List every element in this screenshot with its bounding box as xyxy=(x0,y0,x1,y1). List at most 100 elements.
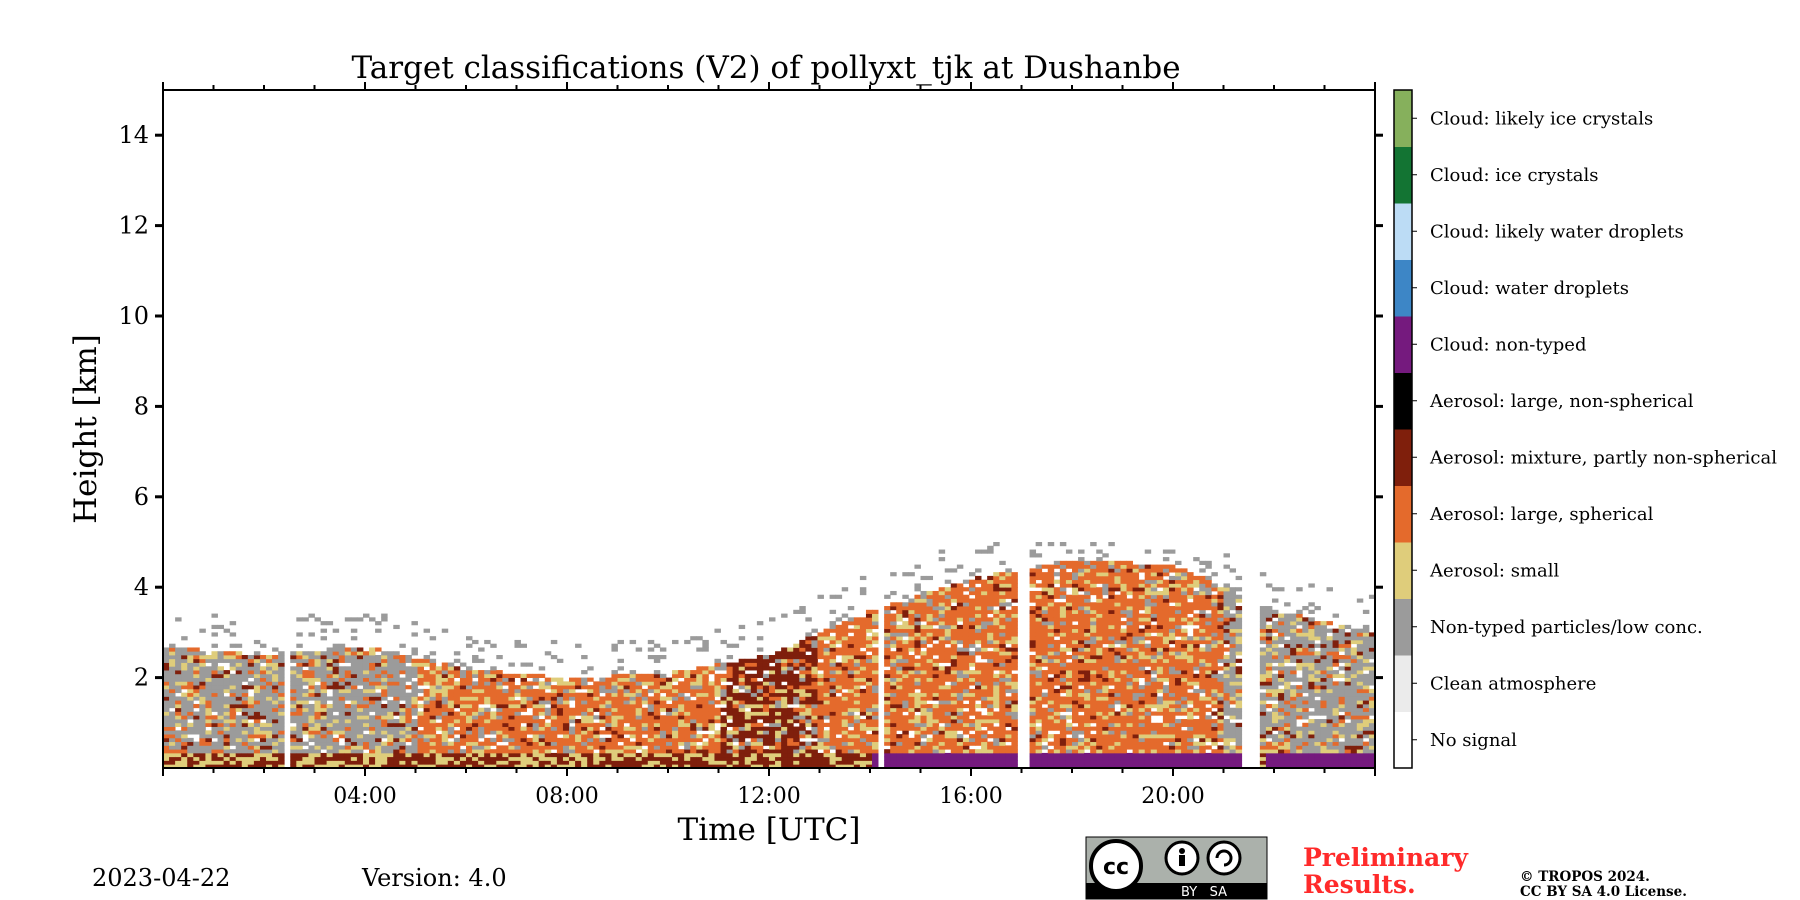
heatmap-cell xyxy=(962,681,970,686)
heatmap-cell xyxy=(750,696,758,701)
heatmap-cell xyxy=(999,643,1006,648)
heatmap-cell xyxy=(569,707,576,712)
heatmap-cell xyxy=(362,685,370,690)
heatmap-cell xyxy=(968,655,976,660)
heatmap-cell xyxy=(326,677,334,682)
heatmap-cell xyxy=(738,636,746,641)
heatmap-cell xyxy=(672,711,679,716)
heatmap-cell xyxy=(799,711,806,716)
heatmap-cell xyxy=(902,722,909,727)
heatmap-cell xyxy=(702,764,709,769)
heatmap-cell xyxy=(914,700,921,705)
heatmap-cell xyxy=(308,655,315,660)
heatmap-cell xyxy=(932,688,940,694)
heatmap-cell xyxy=(835,666,843,671)
heatmap-cell xyxy=(1078,602,1085,607)
heatmap-cell xyxy=(484,688,491,694)
heatmap-cell xyxy=(490,719,497,724)
heatmap-cell xyxy=(944,752,952,758)
heatmap-cell xyxy=(1084,617,1091,622)
heatmap-cell xyxy=(163,760,170,765)
heatmap-cell xyxy=(423,756,431,761)
heatmap-cell xyxy=(1078,572,1085,577)
heatmap-cell xyxy=(920,590,927,596)
heatmap-cell xyxy=(175,681,182,686)
heatmap-cell xyxy=(453,760,461,765)
heatmap-cell xyxy=(629,692,637,697)
heatmap-cell xyxy=(435,700,443,705)
heatmap-cell xyxy=(253,722,261,727)
heatmap-cell xyxy=(853,749,861,754)
heatmap-cell xyxy=(247,670,255,675)
heatmap-cell xyxy=(696,752,703,758)
heatmap-cell xyxy=(502,756,509,761)
heatmap-cell xyxy=(841,715,849,720)
heatmap-cell xyxy=(672,741,679,746)
heatmap-cell xyxy=(981,621,988,626)
heatmap-cell xyxy=(987,745,994,750)
heatmap-cell xyxy=(647,764,655,769)
heatmap-cell xyxy=(290,730,297,735)
heatmap-cell xyxy=(199,756,206,761)
heatmap-cell xyxy=(247,730,255,735)
heatmap-cell xyxy=(490,756,497,761)
heatmap-cell xyxy=(902,760,909,765)
heatmap-cell xyxy=(684,670,691,675)
heatmap-cell xyxy=(423,700,431,705)
heatmap-cell xyxy=(423,752,431,758)
heatmap-cell xyxy=(908,681,915,686)
heatmap-cell xyxy=(1035,594,1043,599)
heatmap-cell xyxy=(932,737,940,743)
heatmap-cell xyxy=(235,670,243,675)
heatmap-cell xyxy=(478,692,485,697)
heatmap-cell xyxy=(278,730,285,735)
heatmap-cell xyxy=(817,745,824,750)
heatmap-cell xyxy=(193,681,200,686)
heatmap-cell xyxy=(532,692,540,697)
heatmap-cell xyxy=(223,760,231,765)
heatmap-cell xyxy=(938,730,946,735)
heatmap-cell xyxy=(490,760,497,765)
heatmap-cell xyxy=(684,756,691,761)
heatmap-cell xyxy=(569,756,576,761)
heatmap-cell xyxy=(205,737,212,743)
heatmap-cell xyxy=(872,651,879,656)
heatmap-cell xyxy=(605,700,612,705)
heatmap-cell xyxy=(896,628,903,633)
heatmap-cell xyxy=(1029,726,1037,731)
heatmap-cell xyxy=(968,606,976,611)
heatmap-cell xyxy=(829,745,837,750)
heatmap-cell xyxy=(490,696,497,701)
heatmap-cell xyxy=(520,764,527,769)
heatmap-cell xyxy=(865,609,873,614)
heatmap-cell xyxy=(423,741,431,746)
heatmap-cell xyxy=(611,692,618,697)
heatmap-cell xyxy=(466,666,473,671)
heatmap-cell xyxy=(308,677,315,682)
heatmap-cell xyxy=(459,756,467,761)
heatmap-cell xyxy=(272,726,279,731)
heatmap-cell xyxy=(550,764,558,769)
heatmap-cell xyxy=(356,715,364,720)
heatmap-cell xyxy=(1011,760,1018,765)
heatmap-cell xyxy=(399,703,406,709)
heatmap-cell xyxy=(1072,688,1079,694)
heatmap-cell xyxy=(599,722,606,727)
heatmap-cell xyxy=(235,658,243,663)
heatmap-cell xyxy=(811,677,818,682)
heatmap-cell xyxy=(259,749,267,754)
heatmap-cell xyxy=(453,749,461,754)
heatmap-cell xyxy=(987,632,994,637)
heatmap-cell xyxy=(205,703,212,709)
heatmap-cell xyxy=(999,734,1006,739)
heatmap-cell xyxy=(993,624,1000,630)
heatmap-cell xyxy=(1059,606,1067,611)
heatmap-cell xyxy=(1041,677,1049,682)
heatmap-cell xyxy=(902,756,909,761)
heatmap-cell xyxy=(399,688,406,694)
heatmap-cell xyxy=(423,677,431,682)
heatmap-cell xyxy=(684,726,691,731)
heatmap-cell xyxy=(429,700,437,705)
heatmap-cell xyxy=(247,658,255,663)
heatmap-cell xyxy=(1053,692,1061,697)
